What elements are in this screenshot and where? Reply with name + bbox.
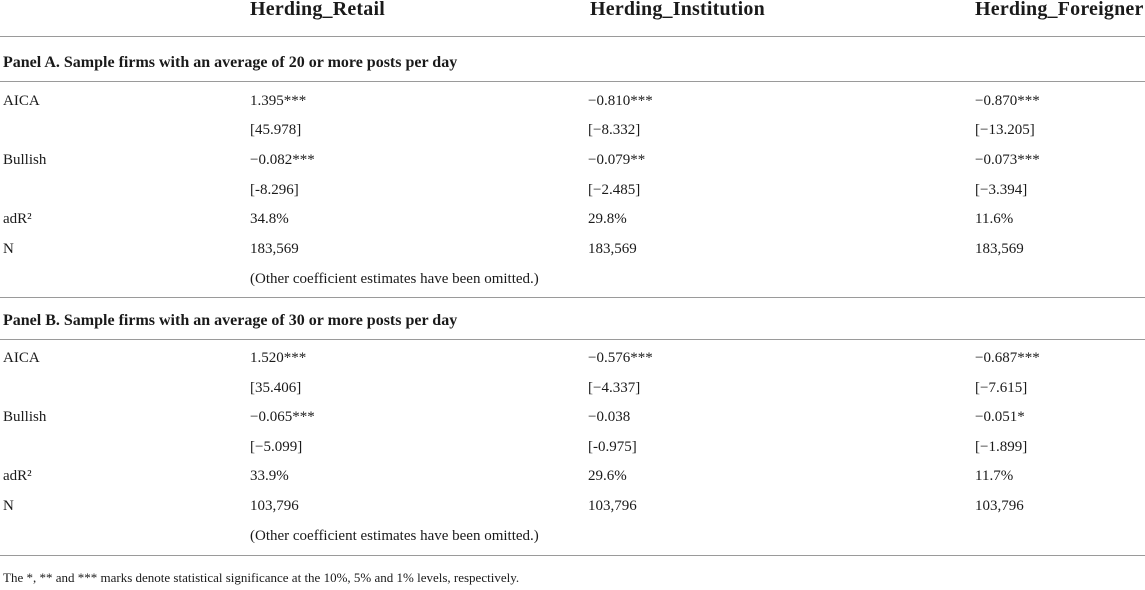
cell-retail: 33.9% <box>250 468 289 484</box>
row-label: AICA <box>3 350 40 366</box>
cell-retail: [45.978] <box>250 122 302 138</box>
panel-a-title: Panel A. Sample firms with an average of… <box>3 54 458 71</box>
table-row: adR² 34.8% 29.8% 11.6% <box>0 207 1145 236</box>
cell-institution: −0.079** <box>588 152 646 168</box>
col-header-herding-foreigner: Herding_Foreigner <box>975 0 1144 20</box>
cell-retail: 1.520*** <box>250 350 307 366</box>
row-label: AICA <box>3 93 40 109</box>
cell-institution: −0.810*** <box>588 93 653 109</box>
cell-foreigner: 183,569 <box>975 241 1024 257</box>
table-row: [-8.296] [−2.485] [−3.394] <box>0 178 1145 207</box>
cell-retail: 1.395*** <box>250 93 307 109</box>
table-bottom-rule <box>0 555 1145 556</box>
cell-retail: −0.065*** <box>250 409 315 425</box>
panel-divider <box>0 297 1145 298</box>
row-label: N <box>3 498 14 514</box>
row-label: Bullish <box>3 152 47 168</box>
col-header-herding-institution: Herding_Institution <box>590 0 765 20</box>
table-row: AICA 1.395*** −0.810*** −0.870*** <box>0 89 1145 118</box>
panel-a-title-row: Panel A. Sample firms with an average of… <box>0 46 1145 82</box>
table-row: AICA 1.520*** −0.576*** −0.687*** <box>0 346 1145 375</box>
cell-foreigner: 103,796 <box>975 498 1024 514</box>
panel-b-title: Panel B. Sample firms with an average of… <box>3 312 458 329</box>
table-row: N 103,796 103,796 103,796 <box>0 494 1145 523</box>
table-row: (Other coefficient estimates have been o… <box>0 524 1145 553</box>
cell-retail: 34.8% <box>250 211 289 227</box>
cell-institution: −0.038 <box>588 409 631 425</box>
cell-institution: 183,569 <box>588 241 637 257</box>
table-row: Bullish −0.065*** −0.038 −0.051* <box>0 405 1145 434</box>
footnote: The *, ** and *** marks denote statistic… <box>3 570 520 585</box>
table-row: Bullish −0.082*** −0.079** −0.073*** <box>0 148 1145 177</box>
omitted-note: (Other coefficient estimates have been o… <box>250 271 539 287</box>
table-row: [45.978] [−8.332] [−13.205] <box>0 118 1145 147</box>
cell-retail: 183,569 <box>250 241 299 257</box>
table-row: N 183,569 183,569 183,569 <box>0 237 1145 266</box>
cell-institution: 103,796 <box>588 498 637 514</box>
cell-foreigner: [−1.899] <box>975 439 1028 455</box>
cell-institution: [−8.332] <box>588 122 641 138</box>
cell-institution: [−2.485] <box>588 182 641 198</box>
row-label: N <box>3 241 14 257</box>
col-header-herding-retail: Herding_Retail <box>250 0 386 20</box>
table-row: (Other coefficient estimates have been o… <box>0 267 1145 296</box>
row-label: adR² <box>3 468 32 484</box>
cell-retail: [−5.099] <box>250 439 303 455</box>
cell-institution: [−4.337] <box>588 380 641 396</box>
table-row: adR² 33.9% 29.6% 11.7% <box>0 464 1145 493</box>
cell-foreigner: [−3.394] <box>975 182 1028 198</box>
cell-foreigner: 11.6% <box>975 211 1014 227</box>
cell-institution: [-0.975] <box>588 439 637 455</box>
cell-institution: 29.6% <box>588 468 627 484</box>
cell-retail: −0.082*** <box>250 152 315 168</box>
cell-foreigner: 11.7% <box>975 468 1014 484</box>
cell-foreigner: −0.687*** <box>975 350 1040 366</box>
panel-b-title-row: Panel B. Sample firms with an average of… <box>0 304 1145 340</box>
cell-foreigner: −0.051* <box>975 409 1025 425</box>
row-label: Bullish <box>3 409 47 425</box>
omitted-note: (Other coefficient estimates have been o… <box>250 528 539 544</box>
cell-institution: −0.576*** <box>588 350 653 366</box>
table-header: Herding_Retail Herding_Institution Herdi… <box>0 0 1145 37</box>
cell-foreigner: −0.870*** <box>975 93 1040 109</box>
table-row: [−5.099] [-0.975] [−1.899] <box>0 435 1145 464</box>
cell-retail: 103,796 <box>250 498 299 514</box>
cell-foreigner: −0.073*** <box>975 152 1040 168</box>
cell-foreigner: [−7.615] <box>975 380 1028 396</box>
table-row: [35.406] [−4.337] [−7.615] <box>0 376 1145 405</box>
cell-foreigner: [−13.205] <box>975 122 1035 138</box>
row-label: adR² <box>3 211 32 227</box>
cell-retail: [-8.296] <box>250 182 299 198</box>
cell-retail: [35.406] <box>250 380 302 396</box>
cell-institution: 29.8% <box>588 211 627 227</box>
